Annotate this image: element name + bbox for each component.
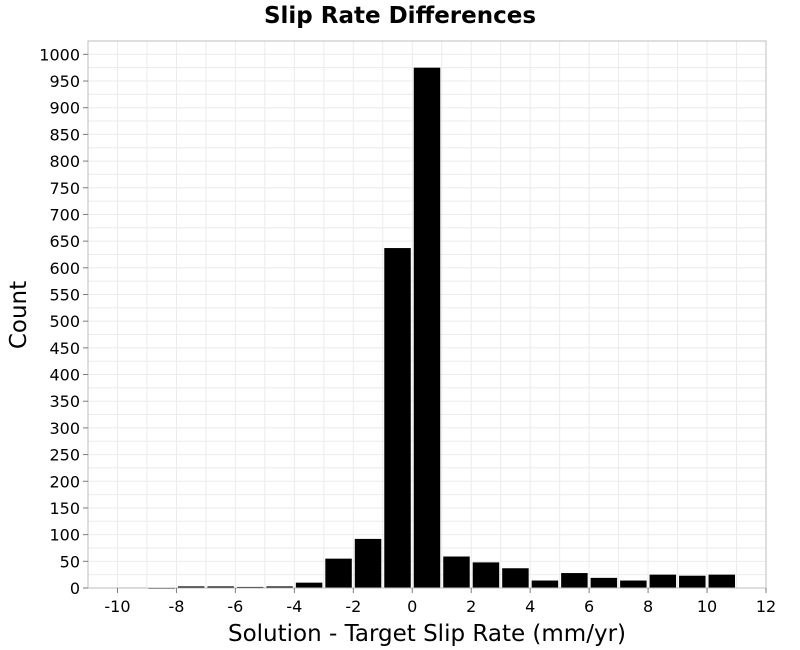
y-tick-label: 200 bbox=[49, 472, 80, 491]
y-tick-label: 950 bbox=[49, 72, 80, 91]
y-tick-label: 700 bbox=[49, 205, 80, 224]
y-axis-ticks: 0 50 100 150 200 250 300 350 400 450 500 550 600 650 7… bbox=[39, 45, 88, 598]
histogram-bar bbox=[354, 538, 382, 588]
y-tick-label: 650 bbox=[49, 232, 80, 251]
y-tick-label: 850 bbox=[49, 125, 80, 144]
x-tick-label: -4 bbox=[286, 597, 302, 616]
y-tick-label: 300 bbox=[49, 419, 80, 438]
histogram-bar bbox=[502, 568, 529, 588]
histogram-bar bbox=[413, 67, 441, 589]
x-tick-label: 0 bbox=[407, 597, 417, 616]
histogram-bar bbox=[620, 580, 647, 588]
y-tick-label: 600 bbox=[49, 259, 80, 278]
y-tick-label: 800 bbox=[49, 152, 80, 171]
x-tick-label: 10 bbox=[697, 597, 717, 616]
y-tick-label: 400 bbox=[49, 366, 80, 385]
x-tick-label: -8 bbox=[168, 597, 184, 616]
histogram-bar bbox=[708, 574, 736, 588]
y-axis-label: Count bbox=[6, 281, 32, 349]
y-tick-label: 350 bbox=[49, 392, 80, 411]
histogram-bar bbox=[384, 248, 411, 588]
histogram-bar bbox=[590, 577, 618, 588]
y-tick-label: 150 bbox=[49, 499, 80, 518]
histogram-bar bbox=[443, 556, 470, 588]
y-tick-label: 0 bbox=[70, 579, 80, 598]
plot-frame bbox=[87, 40, 767, 589]
x-tick-label: -2 bbox=[345, 597, 361, 616]
x-tick-label: 8 bbox=[643, 597, 653, 616]
y-tick-label: 500 bbox=[49, 312, 80, 331]
histogram-bar bbox=[649, 574, 677, 588]
y-tick-label: 1000 bbox=[39, 45, 80, 64]
x-tick-label: -10 bbox=[104, 597, 130, 616]
chart-title: Slip Rate Differences bbox=[264, 3, 536, 29]
x-tick-label: 12 bbox=[756, 597, 776, 616]
histogram-bar bbox=[266, 586, 293, 588]
y-tick-label: 450 bbox=[49, 339, 80, 358]
histogram-bar bbox=[236, 586, 264, 588]
x-tick-label: 2 bbox=[466, 597, 476, 616]
grid-lines bbox=[87, 40, 767, 588]
y-tick-label: 100 bbox=[49, 526, 80, 545]
histogram-bar bbox=[679, 575, 706, 588]
y-tick-label: 50 bbox=[60, 552, 80, 571]
bars bbox=[118, 67, 736, 589]
y-tick-label: 900 bbox=[49, 99, 80, 118]
histogram-bar bbox=[325, 558, 352, 588]
histogram-bar bbox=[472, 562, 500, 588]
y-tick-label: 550 bbox=[49, 285, 80, 304]
x-axis-label: Solution - Target Slip Rate (mm/yr) bbox=[228, 621, 626, 647]
x-tick-label: 4 bbox=[525, 597, 535, 616]
x-axis-ticks: -10 -8 -6 -4 -2 0 2 4 6 8 10 12 bbox=[104, 588, 776, 616]
histogram-bar bbox=[295, 582, 323, 588]
histogram-bar bbox=[207, 586, 234, 588]
histogram-bar bbox=[177, 586, 205, 588]
y-tick-label: 750 bbox=[49, 179, 80, 198]
x-tick-label: 6 bbox=[584, 597, 594, 616]
histogram-bar bbox=[561, 573, 588, 588]
histogram-bar bbox=[531, 580, 559, 588]
y-tick-label: 250 bbox=[49, 446, 80, 465]
x-tick-label: -6 bbox=[227, 597, 243, 616]
